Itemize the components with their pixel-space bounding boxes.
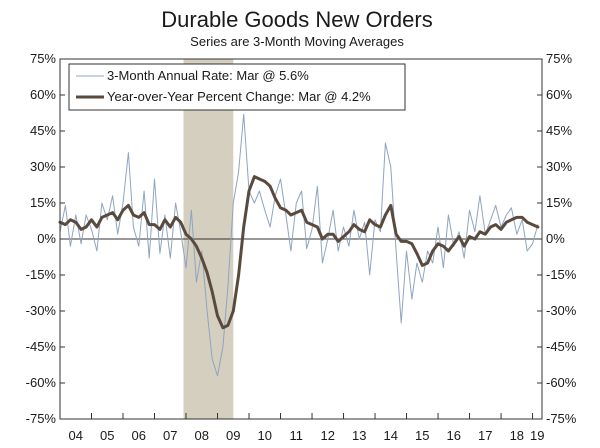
y-tick-label-left: 0% [37, 231, 56, 246]
y-tick-label-right: -15% [546, 267, 577, 282]
x-tick-label: 19 [530, 428, 544, 443]
x-tick-label: 09 [226, 428, 240, 443]
y-tick-label-right: 0% [546, 231, 565, 246]
series-line-yoy-change [58, 175, 540, 330]
y-tick-label-left: 30% [30, 159, 56, 174]
x-tick-label: 14 [384, 428, 398, 443]
y-tick-label-right: -30% [546, 303, 577, 318]
y-tick-label-right: 45% [546, 123, 572, 138]
x-tick-label: 05 [100, 428, 114, 443]
y-tick-label-left: -30% [26, 303, 57, 318]
y-tick-label-left: 15% [30, 195, 56, 210]
y-tick-label-left: 45% [30, 123, 56, 138]
chart-title: Durable Goods New Orders [161, 7, 432, 32]
y-tick-label-right: 60% [546, 87, 572, 102]
y-tick-label-right: 30% [546, 159, 572, 174]
legend-label-annual-rate: 3-Month Annual Rate: Mar @ 5.6% [107, 68, 309, 83]
x-tick-label: 11 [290, 428, 304, 443]
chart-subtitle: Series are 3-Month Moving Averages [190, 34, 404, 49]
x-tick-label: 17 [478, 428, 492, 443]
y-tick-label-left: -60% [26, 375, 57, 390]
x-tick-label: 08 [195, 428, 209, 443]
legend-box [68, 63, 406, 111]
y-tick-label-right: -45% [546, 339, 577, 354]
legend-label-yoy-change: Year-over-Year Percent Change: Mar @ 4.2… [107, 89, 371, 104]
y-tick-label-right: 75% [546, 51, 572, 66]
x-tick-label: 15 [415, 428, 429, 443]
y-tick-label-right: -60% [546, 375, 577, 390]
series-line-annual-rate [59, 113, 539, 377]
y-tick-label-left: -75% [26, 411, 57, 426]
y-tick-label-right: 15% [546, 195, 572, 210]
x-tick-label: 07 [163, 428, 177, 443]
axis-layer: 75% 75% 60% 60% 45% 45% 30% 30% 15% 15% 0% 0% -15% -1… [26, 51, 577, 443]
x-tick-label: 04 [69, 428, 83, 443]
x-tick-label: 13 [352, 428, 366, 443]
y-tick-label-left: -45% [26, 339, 57, 354]
y-tick-label-left: 60% [30, 87, 56, 102]
y-tick-label-left: -15% [26, 267, 57, 282]
x-tick-label: 12 [321, 428, 335, 443]
x-tick-label: 16 [447, 428, 461, 443]
x-tick-label: 10 [258, 428, 272, 443]
y-tick-label-right: -75% [546, 411, 577, 426]
y-tick-label-left: 75% [30, 51, 56, 66]
legend: 3-Month Annual Rate: Mar @ 5.6% Year-ove… [68, 63, 406, 111]
series-layer [58, 113, 540, 377]
x-tick-label: 06 [132, 428, 146, 443]
x-tick-label: 18 [510, 428, 524, 443]
